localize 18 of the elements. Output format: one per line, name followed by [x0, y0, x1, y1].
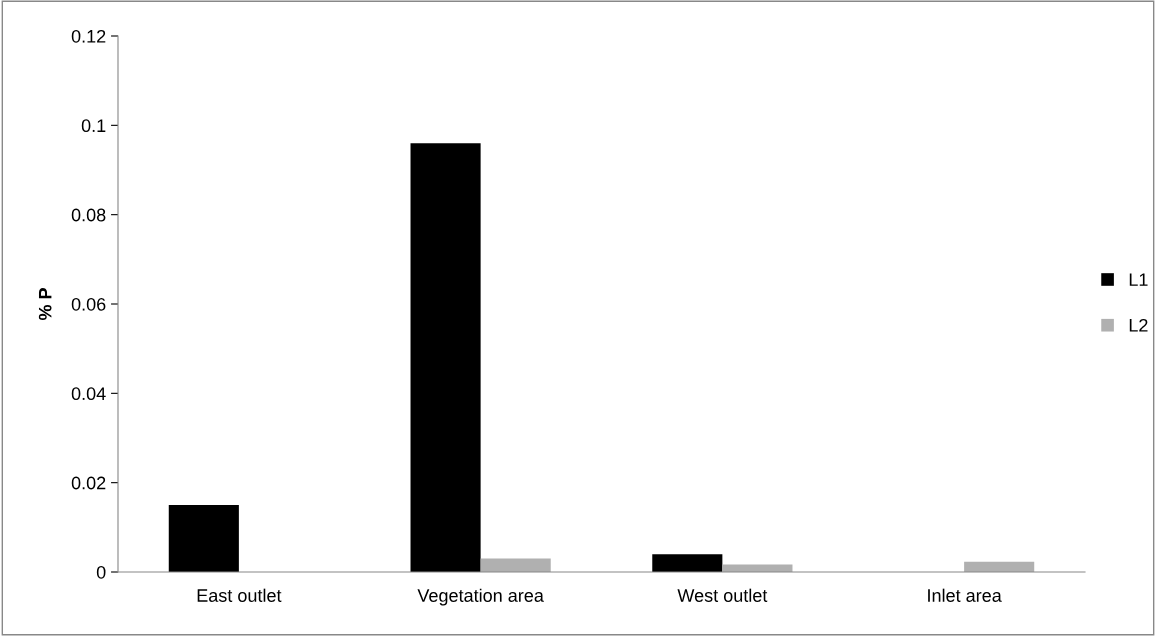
legend-label: L1	[1129, 273, 1148, 286]
y-tick-label: 0.04	[71, 387, 106, 401]
bar	[652, 554, 723, 572]
legend-label: L2	[1129, 318, 1148, 332]
y-tick-label: 0.02	[71, 476, 106, 490]
x-tick-label: Vegetation area	[417, 588, 544, 606]
y-tick-label: 0.12	[71, 29, 106, 43]
y-tick-label: 0	[96, 565, 106, 579]
y-tick-label: 0.08	[71, 208, 106, 222]
x-tick-label: East outlet	[197, 588, 282, 602]
x-tick-label: West outlet	[677, 588, 768, 602]
y-tick-label: 0.06	[71, 297, 106, 311]
x-tick-label: Inlet area	[928, 588, 1002, 602]
bar	[168, 505, 239, 572]
y-tick-label: 0.1	[81, 119, 106, 133]
y-axis-title: % P	[38, 288, 52, 321]
bar	[722, 564, 793, 572]
bar	[410, 143, 481, 572]
